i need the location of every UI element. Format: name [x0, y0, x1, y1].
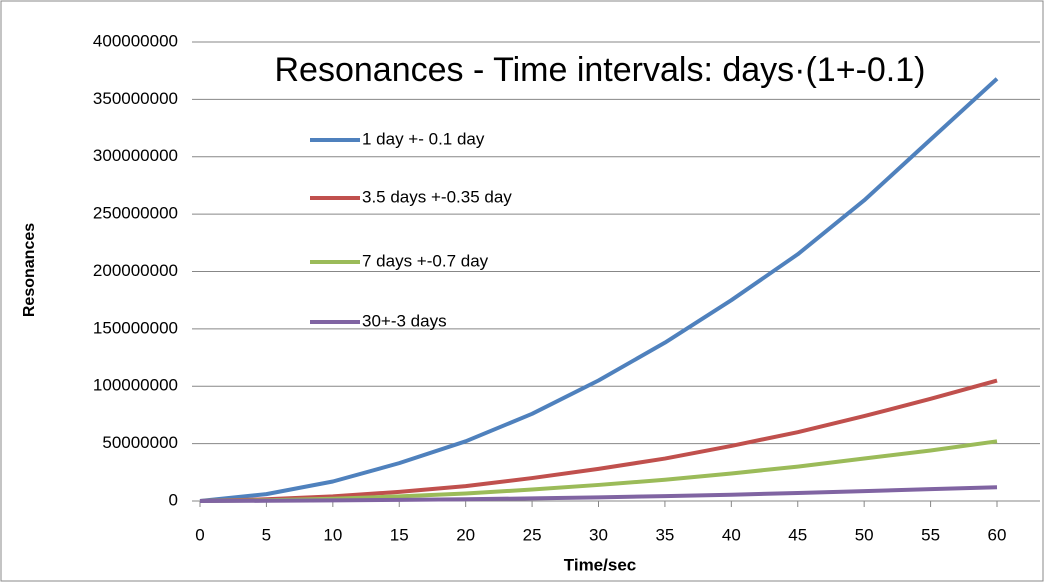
x-tick-label: 45	[788, 525, 807, 544]
x-tick-label: 50	[855, 525, 874, 544]
y-tick-label: 200000000	[93, 261, 178, 280]
y-tick-label: 50000000	[102, 433, 178, 452]
y-tick-label: 300000000	[93, 146, 178, 165]
x-tick-label: 15	[390, 525, 409, 544]
x-tick-label: 5	[262, 525, 271, 544]
legend-label: 7 days +-0.7 day	[362, 251, 489, 270]
y-tick-label: 350000000	[93, 89, 178, 108]
y-axis-label: Resonances	[21, 223, 38, 317]
y-tick-label: 150000000	[93, 318, 178, 337]
y-tick-label: 250000000	[93, 204, 178, 223]
series-line	[199, 77, 999, 503]
y-tick-label: 100000000	[93, 376, 178, 395]
series-line	[199, 378, 998, 503]
y-tick-label: 400000000	[93, 31, 178, 50]
x-tick-label: 35	[655, 525, 674, 544]
x-tick-label: 30	[589, 525, 608, 544]
legend-label: 30+-3 days	[362, 311, 447, 330]
x-tick-label: 55	[921, 525, 940, 544]
x-tick-label: 20	[456, 525, 475, 544]
x-tick-label: 0	[195, 525, 204, 544]
x-tick-label: 10	[323, 525, 342, 544]
series-line	[199, 485, 998, 503]
x-tick-label: 60	[988, 525, 1007, 544]
x-tick-label: 40	[722, 525, 741, 544]
legend-label: 1 day +- 0.1 day	[362, 129, 485, 148]
x-tick-label: 25	[523, 525, 542, 544]
x-axis-label: Time/sec	[564, 555, 636, 574]
y-tick-label: 0	[169, 490, 178, 509]
chart-title: Resonances - Time intervals: days·(1+-0.…	[275, 51, 926, 89]
legend-label: 3.5 days +-0.35 day	[362, 187, 512, 206]
